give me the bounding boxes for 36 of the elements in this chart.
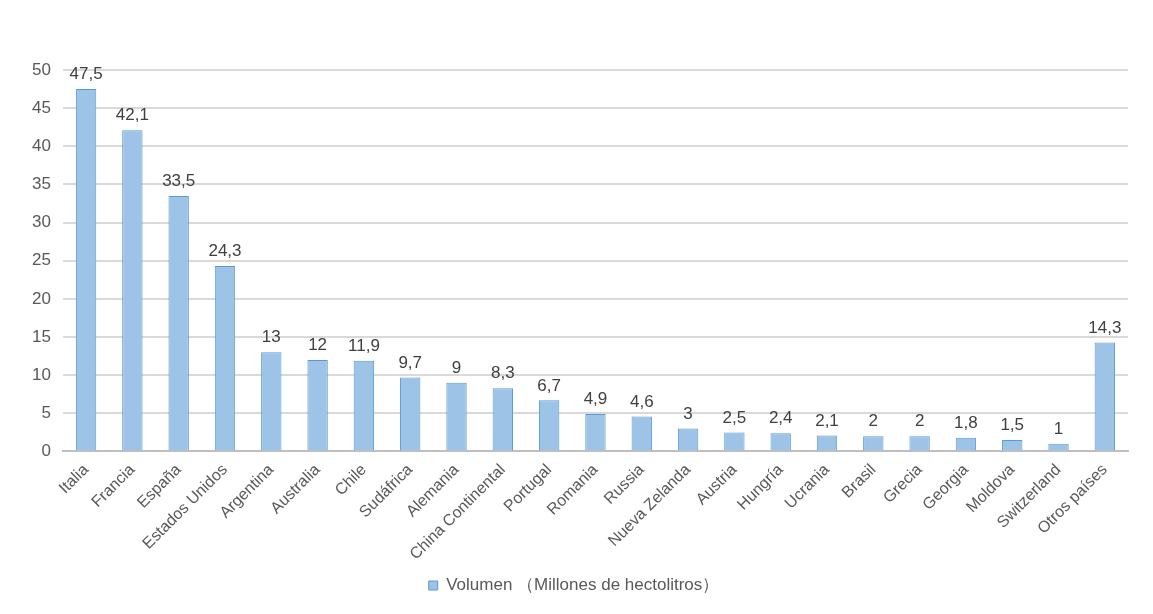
data-label: 9 (451, 358, 462, 377)
legend-label: Volumen （Millones de hectolitros） (446, 575, 720, 595)
data-label: 24,3 (208, 241, 242, 261)
data-label: 11,9 (348, 335, 380, 355)
y-tick-label: 30 (31, 212, 51, 232)
data-label: 8,3 (491, 363, 515, 383)
y-tick-label: 5 (41, 403, 51, 423)
data-label: 42,1 (115, 105, 149, 125)
data-label: 2,4 (768, 408, 793, 428)
data-label: 4,9 (583, 389, 608, 409)
data-label: 6,7 (537, 375, 561, 395)
data-label: 1,8 (954, 412, 978, 432)
y-tick-label: 0 (41, 441, 51, 461)
y-tick-label: 20 (31, 288, 51, 308)
x-tick-label: Italia (55, 460, 92, 497)
data-label: 3 (683, 403, 693, 423)
y-tick-label: 50 (31, 59, 51, 79)
data-label: 9,7 (398, 352, 423, 372)
data-label: 2,5 (722, 407, 747, 427)
y-tick-label: 25 (31, 250, 51, 270)
data-label: 1 (1053, 419, 1064, 439)
data-label: 12 (308, 335, 328, 355)
y-tick-label: 35 (31, 174, 51, 194)
data-label: 47,5 (69, 64, 103, 84)
y-tick-label: 40 (31, 135, 51, 155)
y-tick-label: 45 (31, 97, 51, 117)
data-label: 1,5 (1000, 415, 1025, 435)
y-tick-label: 10 (31, 364, 51, 384)
data-label: 33,5 (162, 171, 196, 191)
data-label: 14,3 (1088, 317, 1122, 337)
y-tick-label: 15 (31, 326, 51, 346)
data-label: 13 (261, 327, 281, 347)
data-label: 2 (868, 411, 879, 431)
data-label: 4,6 (629, 391, 654, 411)
data-label: 2 (914, 411, 925, 431)
data-label: 2,1 (815, 410, 839, 430)
